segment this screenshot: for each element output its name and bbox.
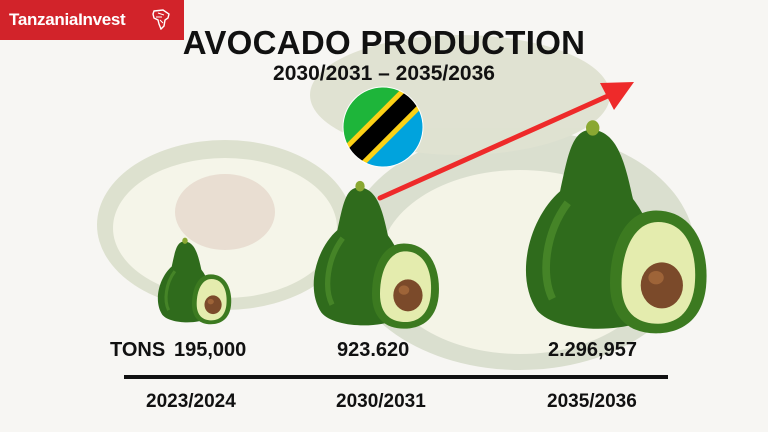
value-label: 2.296,957 <box>548 339 637 361</box>
value-label: 195,000 <box>174 339 247 361</box>
category-label: 2030/2031 <box>336 391 426 412</box>
chart-subtitle: 2030/2031 – 2035/2036 <box>273 62 495 85</box>
africa-map-icon <box>152 9 170 30</box>
avocado-mark-2030/2031 <box>313 180 439 329</box>
chart-title: AVOCADO PRODUCTION <box>182 24 586 61</box>
x-axis-line <box>124 375 668 379</box>
avocado-marks <box>157 120 707 334</box>
tanzania-flag-icon <box>342 86 424 168</box>
growth-trend-arrow <box>377 82 634 201</box>
category-label: 2023/2024 <box>146 391 236 412</box>
value-label: 923.620 <box>337 339 410 361</box>
brand-logo[interactable]: TanzaniaInvest <box>0 0 184 40</box>
brand-name: TanzaniaInvest <box>9 10 126 29</box>
avocado-mark-2023/2024 <box>157 237 232 325</box>
category-label: 2035/2036 <box>547 391 637 412</box>
avocado-mark-2035/2036 <box>525 120 707 334</box>
unit-label: TONS <box>110 339 166 361</box>
